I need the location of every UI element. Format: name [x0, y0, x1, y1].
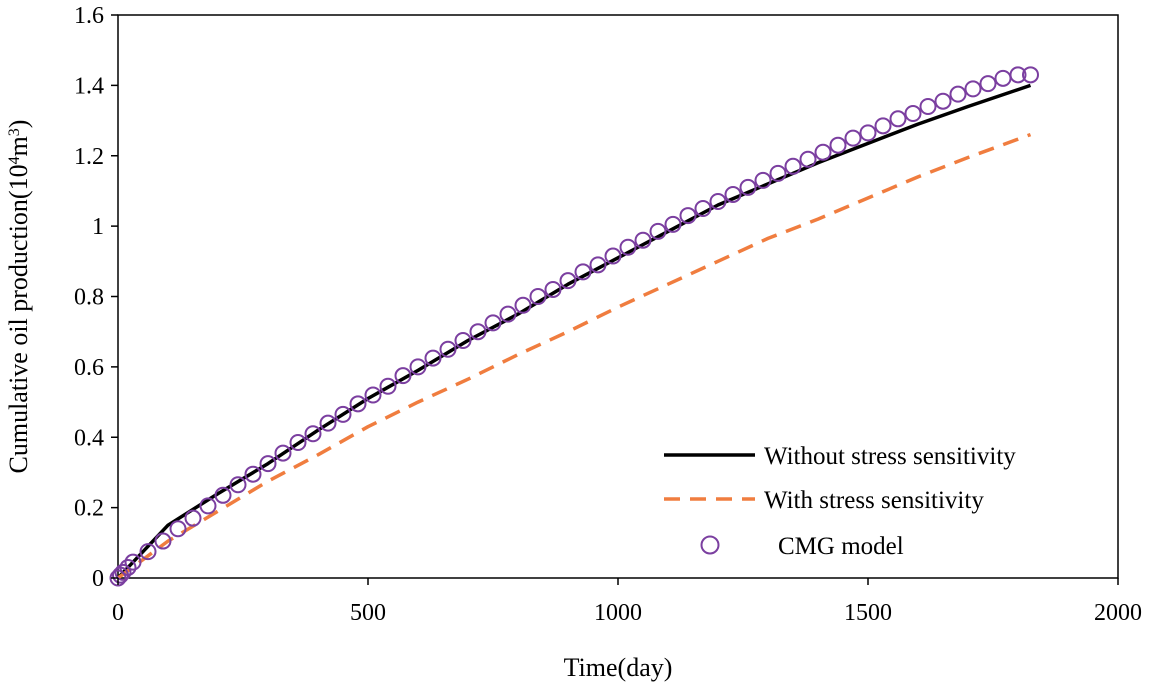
cmg-point	[679, 207, 697, 225]
cmg-point	[499, 305, 517, 323]
cmg-point	[1009, 66, 1027, 84]
cmg-point	[424, 349, 442, 367]
cmg-point	[214, 486, 232, 504]
cmg-point	[114, 563, 132, 581]
cmg-point	[169, 520, 187, 538]
cmg-point	[244, 465, 262, 483]
cmg-point	[559, 272, 577, 290]
cmg-point	[664, 215, 682, 233]
cmg-point	[904, 105, 922, 123]
cmg-point	[154, 532, 172, 550]
x-tick-label: 500	[350, 600, 386, 626]
y-tick-label: 0.4	[74, 425, 104, 451]
cmg-point	[304, 425, 322, 443]
cmg-point	[289, 434, 307, 452]
x-axis-title: Time(day)	[564, 653, 673, 682]
y-axis-title: Cumulative oil production(104m3)	[4, 120, 33, 474]
cmg-point	[394, 367, 412, 385]
legend-label: CMG model	[778, 533, 904, 560]
legend: Without stress sensitivity With stress se…	[664, 443, 1016, 560]
cmg-point	[229, 476, 247, 494]
y-tick-label: 0.2	[74, 496, 104, 522]
cmg-point	[199, 497, 217, 515]
cmg-point	[724, 185, 742, 203]
cmg-point	[769, 164, 787, 182]
y-tick-label: 0.8	[74, 285, 104, 311]
cmg-point	[409, 358, 427, 376]
cmg-point	[319, 414, 337, 432]
cmg-point	[454, 331, 472, 349]
cmg-point	[589, 256, 607, 274]
cmg-point	[634, 231, 652, 249]
cmg-point	[934, 92, 952, 110]
axes-layer: 0 500 1000 1500 2000 0 0.2 0.4 0.6 0.8 1 1.2 1.4 1.6	[74, 3, 1142, 626]
cmg-point	[799, 150, 817, 168]
cmg-point	[184, 509, 202, 527]
cmg-point	[119, 558, 137, 576]
cmg-point	[574, 263, 592, 281]
cmg-point	[349, 395, 367, 413]
series-line-with-stress	[116, 132, 1032, 580]
y-tick-label: 0	[92, 566, 104, 592]
cmg-point	[814, 143, 832, 161]
x-tick-label: 1500	[844, 600, 892, 626]
cmg-point	[259, 455, 277, 473]
legend-label: With stress sensitivity	[764, 487, 984, 514]
cmg-point	[1022, 66, 1039, 84]
cmg-point	[874, 117, 892, 135]
cmg-point	[124, 553, 142, 571]
cmg-point	[439, 340, 457, 358]
cmg-point	[964, 80, 982, 98]
cmg-point	[604, 247, 622, 265]
cmg-point	[829, 136, 847, 154]
y-axis-title-sup: 4	[6, 156, 23, 164]
cmg-point	[889, 110, 907, 128]
cmg-point	[754, 171, 772, 189]
cmg-point	[619, 238, 637, 256]
cmg-point	[274, 444, 292, 462]
y-tick-label: 0.6	[74, 355, 104, 381]
cmg-point	[379, 377, 397, 395]
x-tick-label: 1000	[594, 600, 642, 626]
cmg-point	[979, 75, 997, 93]
y-tick-label: 1	[92, 214, 104, 240]
y-axis-title-mid: m	[4, 136, 33, 156]
cmg-point	[919, 97, 937, 115]
x-tick-label: 0	[112, 600, 124, 626]
cmg-point	[739, 178, 757, 196]
y-tick-label: 1.2	[74, 144, 104, 170]
cmg-point	[949, 85, 967, 103]
cmg-point	[514, 296, 532, 314]
cmg-point	[784, 157, 802, 175]
cmg-point	[709, 192, 727, 210]
y-axis-title-sup2: 3	[6, 128, 23, 136]
cmg-point	[649, 222, 667, 240]
series-layer	[109, 66, 1039, 587]
cmg-point	[844, 129, 862, 147]
cmg-point	[529, 288, 547, 305]
legend-marker-cmg	[700, 535, 720, 555]
cmg-point	[364, 386, 382, 404]
cmg-point	[859, 124, 877, 142]
cmg-point	[109, 569, 127, 587]
y-tick-label: 1.4	[74, 73, 104, 99]
cmg-point	[469, 323, 487, 341]
x-tick-label: 2000	[1094, 600, 1142, 626]
y-tick-label: 1.6	[74, 3, 104, 29]
cmg-point	[484, 314, 502, 332]
legend-label: Without stress sensitivity	[764, 443, 1016, 470]
y-axis-title-prefix: Cumulative oil production(10	[4, 164, 33, 473]
cmg-point	[994, 69, 1012, 87]
cmg-point	[694, 200, 712, 218]
series-line-without-stress	[116, 83, 1032, 580]
cmg-point	[544, 280, 562, 298]
cmg-point	[139, 543, 157, 561]
cmg-point	[334, 405, 352, 423]
y-axis-title-suffix: )	[4, 120, 33, 129]
